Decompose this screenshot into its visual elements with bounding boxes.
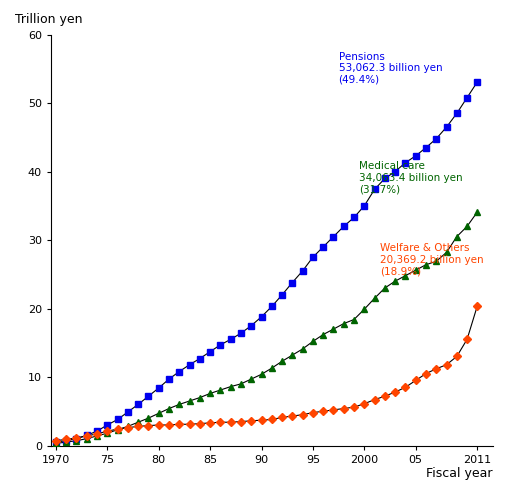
- Text: Medical care
34,063.4 billion yen
(31.7%): Medical care 34,063.4 billion yen (31.7%…: [359, 161, 463, 195]
- Text: Pensions
53,062.3 billion yen
(49.4%): Pensions 53,062.3 billion yen (49.4%): [339, 52, 442, 85]
- Text: Welfare & Others
20,369.2 billion yen
(18.9%): Welfare & Others 20,369.2 billion yen (1…: [379, 244, 483, 277]
- Text: Trillion yen: Trillion yen: [15, 13, 83, 26]
- X-axis label: Fiscal year: Fiscal year: [426, 467, 493, 480]
